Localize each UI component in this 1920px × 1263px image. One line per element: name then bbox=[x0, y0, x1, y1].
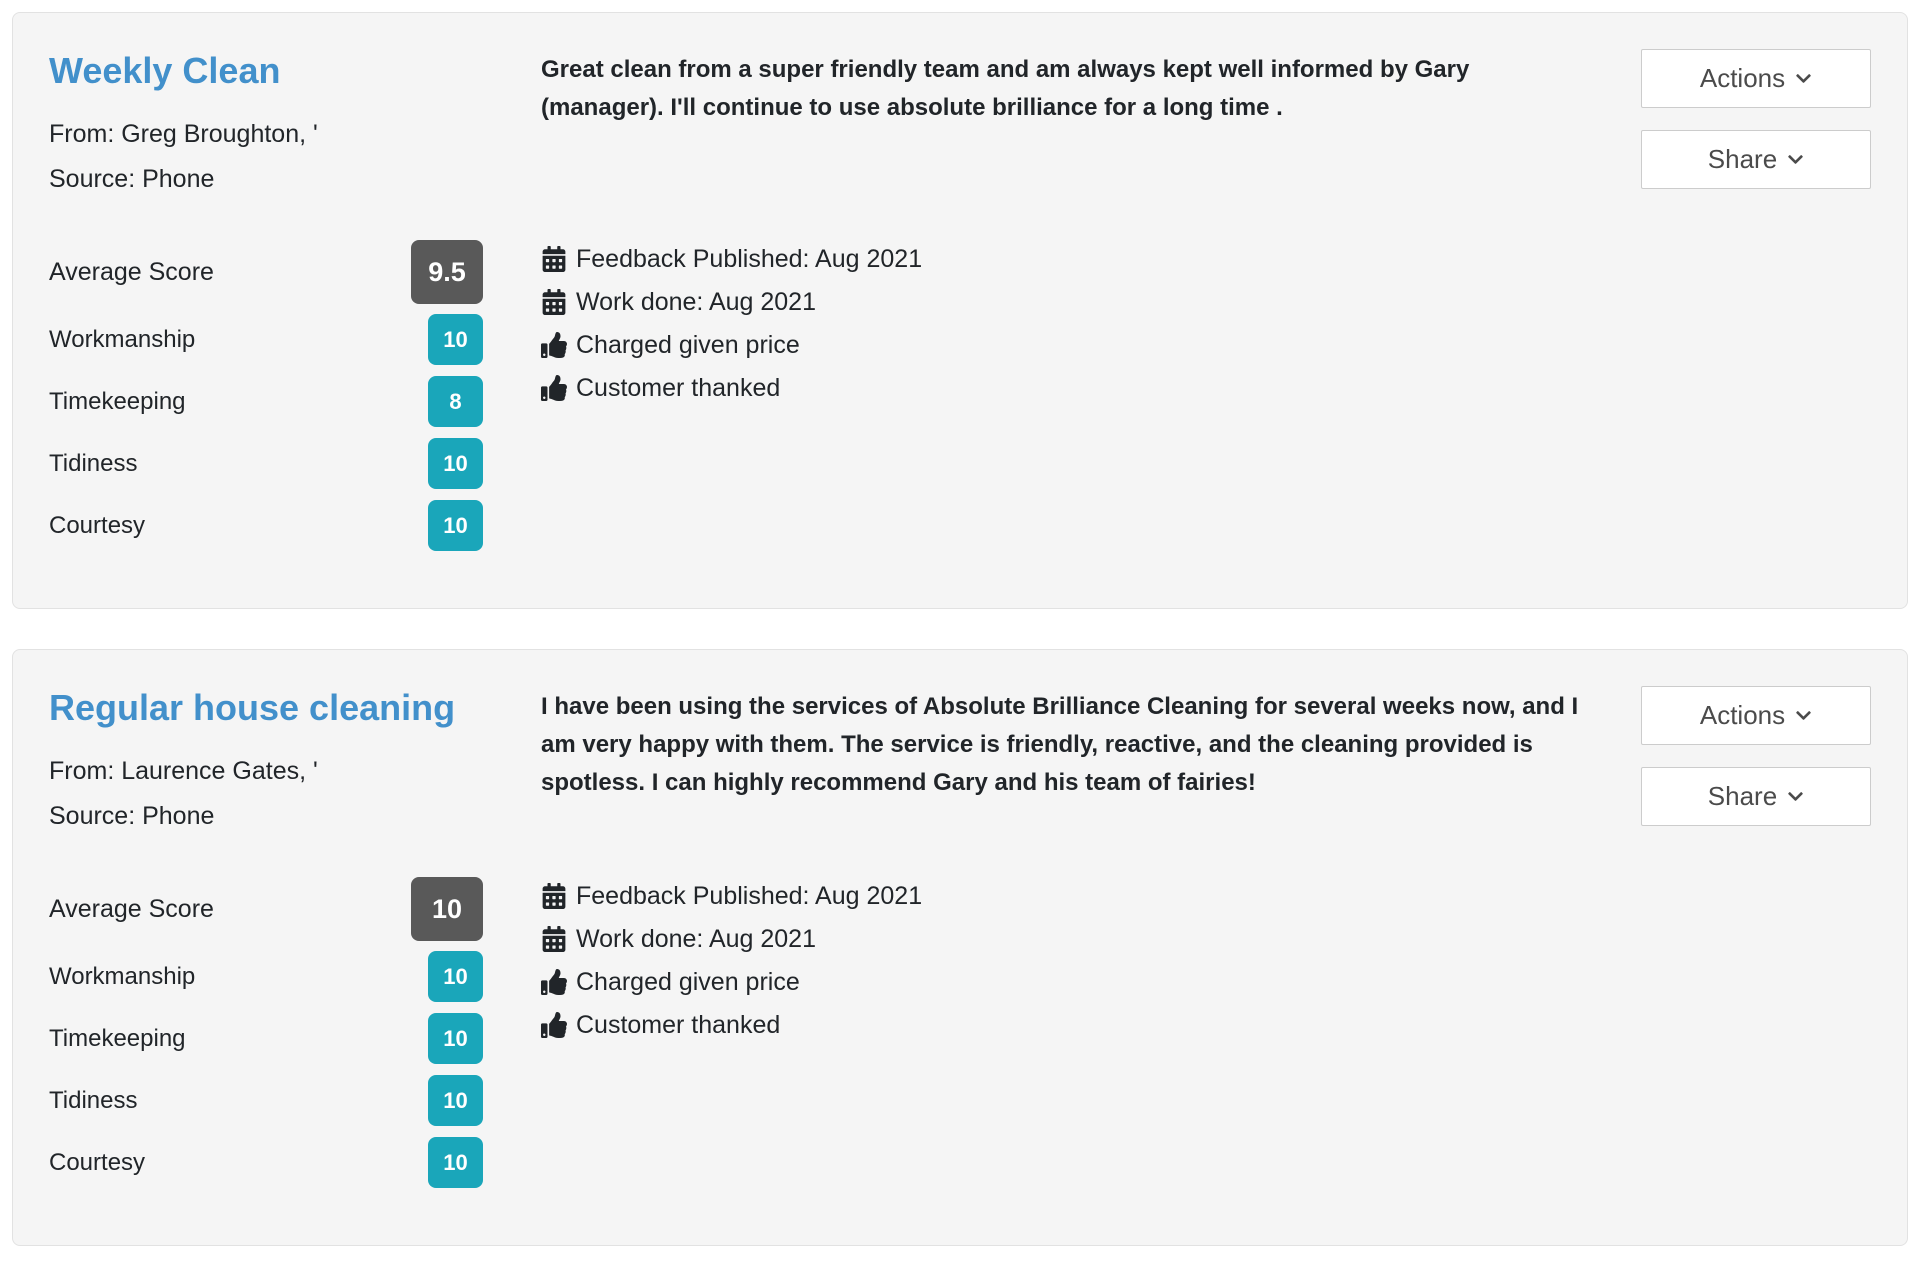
criterion-row-timekeeping: Timekeeping 8 bbox=[49, 376, 483, 428]
criterion-score-badge: 10 bbox=[428, 1013, 483, 1065]
criterion-row-tidiness: Tidiness 10 bbox=[49, 1075, 483, 1127]
meta-text: Customer thanked bbox=[576, 1011, 781, 1040]
criterion-score-badge: 10 bbox=[428, 314, 483, 366]
meta-text: Feedback Published: Aug 2021 bbox=[576, 882, 923, 911]
criterion-score-badge: 10 bbox=[428, 500, 483, 552]
calendar-icon bbox=[541, 883, 567, 909]
review-title-link[interactable]: Weekly Clean bbox=[49, 50, 281, 91]
meta-text: Feedback Published: Aug 2021 bbox=[576, 245, 923, 274]
share-dropdown-button[interactable]: Share bbox=[1641, 130, 1871, 189]
average-score-badge: 10 bbox=[411, 877, 483, 942]
meta-item: Customer thanked bbox=[541, 371, 1583, 405]
criterion-label: Courtesy bbox=[49, 511, 146, 539]
thumbs-up-icon bbox=[541, 969, 567, 995]
review-card: Weekly Clean From: Greg Broughton, ' Sou… bbox=[12, 12, 1908, 610]
thumbs-up-icon bbox=[541, 1012, 567, 1038]
criterion-row-workmanship: Workmanship 10 bbox=[49, 951, 483, 1003]
criterion-score-badge: 8 bbox=[428, 376, 483, 428]
average-score-row: Average Score 10 bbox=[49, 877, 483, 942]
meta-text: Charged given price bbox=[576, 331, 800, 360]
review-title-link[interactable]: Regular house cleaning bbox=[49, 687, 456, 729]
meta-item: Work done: Aug 2021 bbox=[541, 285, 1583, 319]
actions-button-label: Actions bbox=[1699, 63, 1786, 93]
review-header-block: Regular house cleaning From: Laurence Ga… bbox=[49, 684, 483, 843]
thumbs-up-icon bbox=[541, 375, 567, 401]
review-actions-column: Actions Share bbox=[1641, 684, 1871, 843]
criterion-label: Timekeeping bbox=[49, 1024, 186, 1052]
meta-item: Customer thanked bbox=[541, 1008, 1583, 1042]
review-text: I have been using the services of Absolu… bbox=[541, 693, 1579, 797]
review-from: From: Greg Broughton, ' bbox=[49, 119, 318, 148]
chevron-down-icon bbox=[1795, 707, 1812, 724]
criterion-label: Courtesy bbox=[49, 1148, 146, 1176]
criterion-row-courtesy: Courtesy 10 bbox=[49, 1137, 483, 1189]
criterion-row-tidiness: Tidiness 10 bbox=[49, 438, 483, 490]
share-button-label: Share bbox=[1707, 144, 1778, 174]
review-header-block: Weekly Clean From: Greg Broughton, ' Sou… bbox=[49, 47, 483, 206]
meta-item: Charged given price bbox=[541, 965, 1583, 999]
meta-item: Feedback Published: Aug 2021 bbox=[541, 879, 1583, 913]
actions-button-label: Actions bbox=[1699, 700, 1786, 731]
criterion-row-courtesy: Courtesy 10 bbox=[49, 500, 483, 552]
criterion-score-badge: 10 bbox=[428, 1137, 483, 1189]
review-meta-list: Feedback Published: Aug 2021 Work done: … bbox=[541, 877, 1583, 1199]
average-score-badge: 9.5 bbox=[411, 240, 483, 305]
review-meta-list: Feedback Published: Aug 2021 Work done: … bbox=[541, 240, 1583, 562]
meta-item: Work done: Aug 2021 bbox=[541, 922, 1583, 956]
criterion-score-badge: 10 bbox=[428, 951, 483, 1003]
calendar-icon bbox=[541, 289, 567, 315]
criterion-label: Timekeeping bbox=[49, 387, 186, 415]
chevron-down-icon bbox=[1795, 70, 1812, 87]
review-source: Source: Phone bbox=[49, 164, 215, 193]
meta-text: Work done: Aug 2021 bbox=[576, 925, 816, 954]
thumbs-up-icon bbox=[541, 332, 567, 358]
criterion-row-workmanship: Workmanship 10 bbox=[49, 314, 483, 366]
review-from: From: Laurence Gates, ' bbox=[49, 756, 318, 785]
criterion-label: Workmanship bbox=[49, 325, 196, 353]
calendar-icon bbox=[541, 926, 567, 952]
chevron-down-icon bbox=[1787, 788, 1804, 805]
score-table: Average Score 10 Workmanship 10 Timekeep… bbox=[49, 877, 483, 1199]
meta-text: Customer thanked bbox=[576, 374, 781, 403]
actions-dropdown-button[interactable]: Actions bbox=[1641, 686, 1871, 746]
score-table: Average Score 9.5 Workmanship 10 Timekee… bbox=[49, 240, 483, 562]
criterion-label: Tidiness bbox=[49, 449, 138, 477]
meta-text: Charged given price bbox=[576, 968, 800, 997]
meta-text: Work done: Aug 2021 bbox=[576, 288, 816, 317]
average-score-label: Average Score bbox=[49, 894, 214, 923]
review-comment-block: I have been using the services of Absolu… bbox=[541, 684, 1583, 843]
review-text: Great clean from a super friendly team a… bbox=[541, 56, 1470, 121]
review-card: Regular house cleaning From: Laurence Ga… bbox=[12, 649, 1908, 1247]
criterion-label: Workmanship bbox=[49, 962, 196, 990]
criterion-row-timekeeping: Timekeeping 10 bbox=[49, 1013, 483, 1065]
criterion-score-badge: 10 bbox=[428, 438, 483, 490]
share-button-label: Share bbox=[1707, 781, 1778, 812]
chevron-down-icon bbox=[1787, 151, 1804, 168]
share-dropdown-button[interactable]: Share bbox=[1641, 767, 1871, 827]
criterion-label: Tidiness bbox=[49, 1086, 138, 1114]
criterion-score-badge: 10 bbox=[428, 1075, 483, 1127]
review-source: Source: Phone bbox=[49, 801, 215, 830]
actions-dropdown-button[interactable]: Actions bbox=[1641, 49, 1871, 108]
average-score-row: Average Score 9.5 bbox=[49, 240, 483, 305]
average-score-label: Average Score bbox=[49, 257, 214, 286]
meta-item: Feedback Published: Aug 2021 bbox=[541, 242, 1583, 276]
meta-item: Charged given price bbox=[541, 328, 1583, 362]
review-actions-column: Actions Share bbox=[1641, 47, 1871, 206]
calendar-icon bbox=[541, 246, 567, 272]
review-comment-block: Great clean from a super friendly team a… bbox=[541, 47, 1583, 206]
